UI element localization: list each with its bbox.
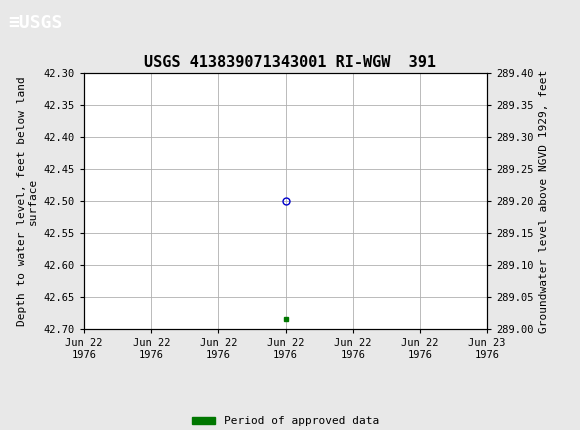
Text: USGS 413839071343001 RI-WGW  391: USGS 413839071343001 RI-WGW 391 xyxy=(144,55,436,70)
Text: ≡USGS: ≡USGS xyxy=(9,14,63,31)
Y-axis label: Groundwater level above NGVD 1929, feet: Groundwater level above NGVD 1929, feet xyxy=(539,69,549,333)
Y-axis label: Depth to water level, feet below land
surface: Depth to water level, feet below land su… xyxy=(17,76,38,326)
Legend: Period of approved data: Period of approved data xyxy=(188,412,383,430)
